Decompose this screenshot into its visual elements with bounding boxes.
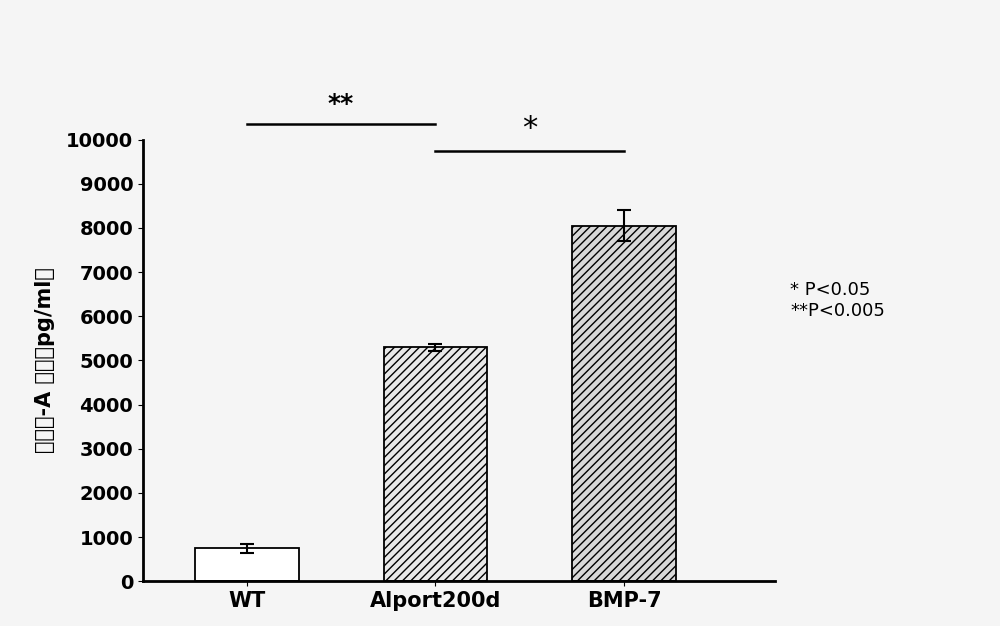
Bar: [195, 548, 299, 582]
Text: **: **: [328, 92, 354, 116]
Bar: [572, 226, 676, 582]
Text: * P<0.05
**P<0.005: * P<0.05 **P<0.005: [790, 281, 885, 320]
Y-axis label: 激活素-A 水平（pg/ml）: 激活素-A 水平（pg/ml）: [35, 267, 55, 453]
Text: *: *: [522, 114, 537, 143]
Bar: [384, 347, 487, 582]
